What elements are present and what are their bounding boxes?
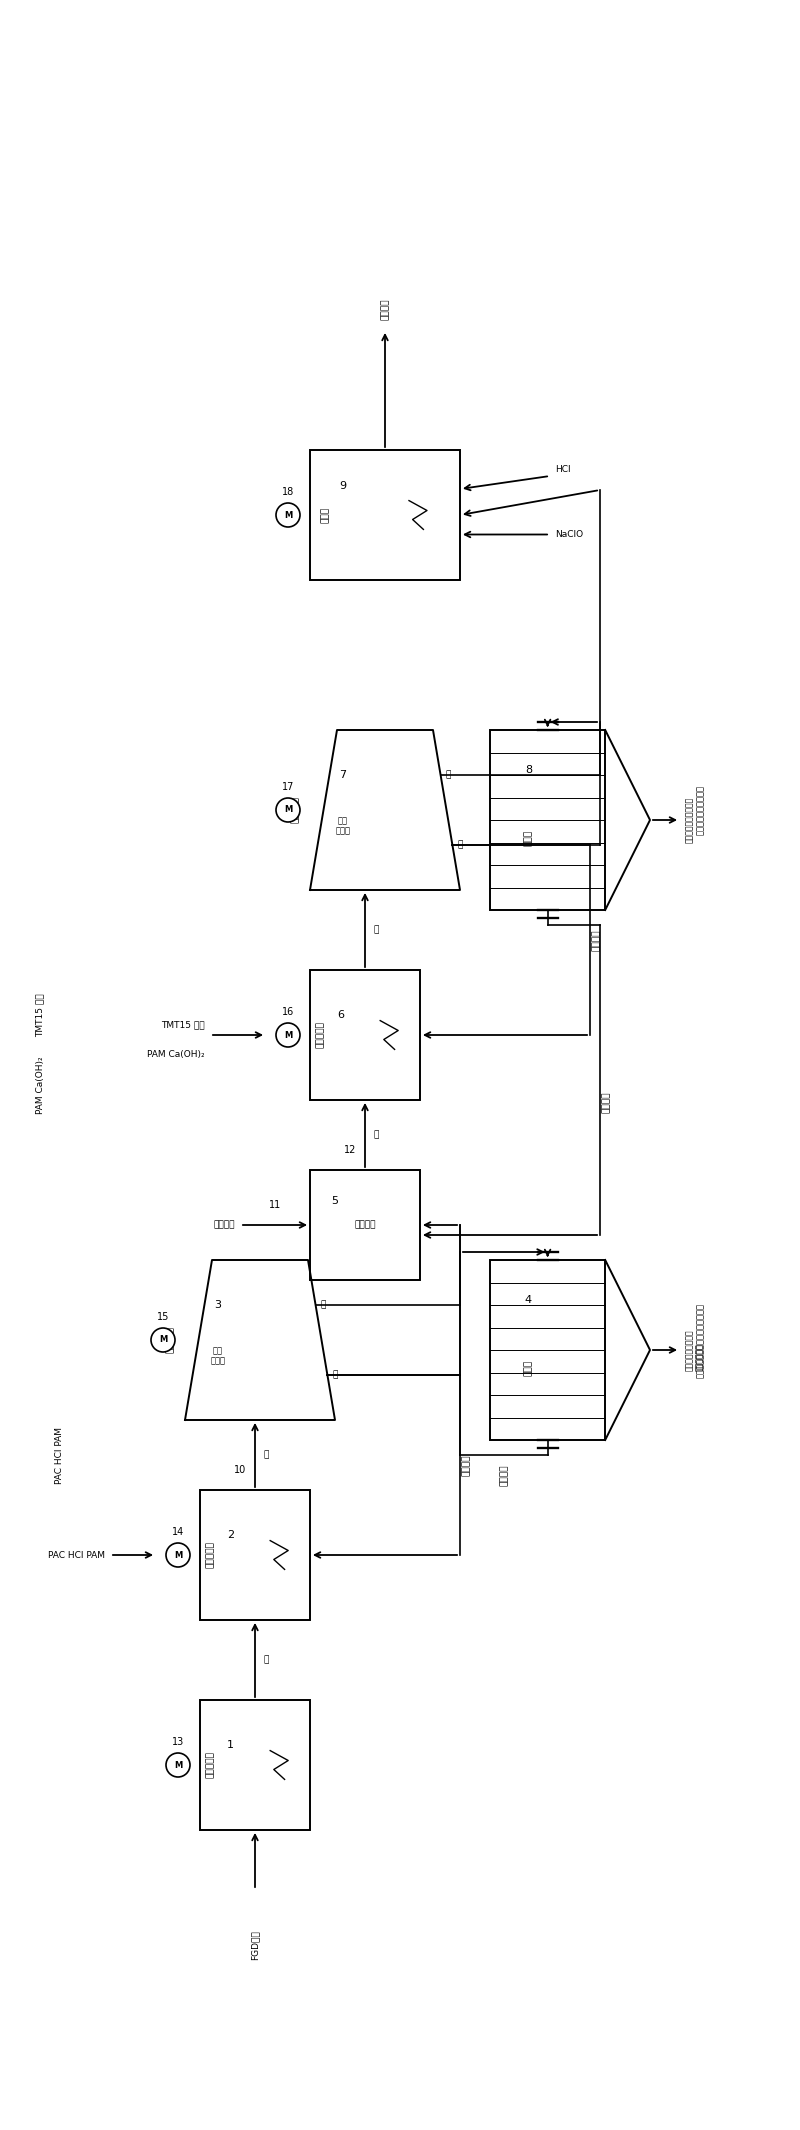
Text: 16: 16: [282, 1007, 294, 1016]
Text: 4: 4: [525, 1295, 532, 1304]
Text: 含重金属泥饼外送处置: 含重金属泥饼外送处置: [685, 797, 694, 843]
Text: M: M: [174, 1762, 182, 1770]
Text: 18: 18: [282, 488, 294, 496]
Text: M: M: [284, 511, 292, 520]
Bar: [310, 1169, 420, 1280]
Polygon shape: [185, 1261, 335, 1421]
Text: 污泥回流: 污泥回流: [592, 929, 601, 950]
Text: 一级反应槽: 一级反应槽: [206, 1542, 214, 1568]
Text: TMT15 铁盐: TMT15 铁盐: [162, 1020, 205, 1029]
Text: M: M: [284, 1031, 292, 1039]
Text: PAC HCl PAM: PAC HCl PAM: [55, 1427, 65, 1482]
Circle shape: [276, 1022, 300, 1048]
Text: 泵: 泵: [373, 927, 378, 935]
Text: 7: 7: [339, 769, 346, 780]
Bar: [490, 1261, 606, 1440]
Text: FGD废水: FGD废水: [250, 1930, 259, 1960]
Circle shape: [166, 1542, 190, 1568]
Text: 压滤机: 压滤机: [524, 1359, 533, 1376]
Circle shape: [276, 503, 300, 526]
Text: 17: 17: [282, 782, 294, 792]
Text: 3: 3: [214, 1299, 222, 1310]
Text: 浓液回流: 浓液回流: [500, 1465, 509, 1487]
Text: M: M: [284, 805, 292, 814]
Text: M: M: [159, 1336, 167, 1344]
Bar: [490, 731, 606, 910]
Text: 少含挥发性重金属水分回锅炉处理: 少含挥发性重金属水分回锅炉处理: [695, 1304, 705, 1378]
Text: 14: 14: [172, 1527, 184, 1538]
Text: 9: 9: [339, 481, 346, 492]
Text: 1: 1: [227, 1740, 234, 1751]
Text: 含重金属泥饼外送处置: 含重金属泥饼外送处置: [695, 786, 705, 835]
Text: 二级反应槽: 二级反应槽: [315, 1022, 325, 1048]
Text: 浓液回流: 浓液回流: [602, 1093, 611, 1114]
Text: 泵: 泵: [458, 841, 463, 850]
Text: 10: 10: [234, 1465, 246, 1474]
Text: 泵: 泵: [373, 1131, 378, 1140]
Text: 一级沉淀槽: 一级沉淀槽: [166, 1327, 175, 1353]
Text: PAM Ca(OH)₂: PAM Ca(OH)₂: [35, 1056, 45, 1114]
Text: 15: 15: [157, 1312, 169, 1323]
Text: HCl: HCl: [555, 464, 570, 475]
Circle shape: [276, 799, 300, 822]
Text: 清水池: 清水池: [321, 507, 330, 524]
Text: PAM Ca(OH)₂: PAM Ca(OH)₂: [147, 1050, 205, 1059]
Text: 13: 13: [172, 1736, 184, 1747]
Text: 泵: 泵: [446, 771, 451, 780]
Text: 污泥回流: 污泥回流: [462, 1455, 471, 1476]
Text: 5: 5: [330, 1195, 338, 1206]
Text: 泵: 泵: [333, 1372, 338, 1380]
Text: 中间水池: 中间水池: [354, 1220, 376, 1229]
Text: 6: 6: [338, 1010, 344, 1020]
Text: 8: 8: [525, 765, 532, 775]
Text: 脱硫废水池: 脱硫废水池: [206, 1751, 214, 1779]
Text: 鼓风曝气: 鼓风曝气: [214, 1220, 235, 1229]
Bar: [200, 1491, 310, 1621]
Text: PAC HCl PAM: PAC HCl PAM: [48, 1551, 105, 1559]
Text: 泵: 泵: [263, 1655, 268, 1664]
Text: 泵: 泵: [263, 1451, 268, 1459]
Text: TMT15 铁盐: TMT15 铁盐: [35, 993, 45, 1037]
Text: 11: 11: [269, 1199, 281, 1210]
Text: 二级
沉淀池: 二级 沉淀池: [335, 816, 350, 835]
Text: NaClO: NaClO: [555, 530, 583, 539]
Text: 12: 12: [344, 1146, 356, 1154]
Bar: [310, 449, 460, 579]
Text: 二级沉淀槽: 二级沉淀槽: [291, 797, 300, 824]
Circle shape: [166, 1753, 190, 1776]
Text: 达标排放: 达标排放: [381, 298, 390, 320]
Text: 少含挥发性重金属水
分回锅炉处理: 少含挥发性重金属水 分回锅炉处理: [685, 1329, 704, 1372]
Text: 泵: 泵: [321, 1299, 326, 1310]
Text: 2: 2: [227, 1531, 234, 1540]
Bar: [200, 1700, 310, 1830]
Bar: [310, 969, 420, 1099]
Text: 压滤机: 压滤机: [524, 831, 533, 846]
Text: M: M: [174, 1551, 182, 1559]
Text: 一级
沉淀池: 一级 沉淀池: [210, 1346, 226, 1365]
Circle shape: [151, 1327, 175, 1353]
Polygon shape: [310, 731, 460, 890]
